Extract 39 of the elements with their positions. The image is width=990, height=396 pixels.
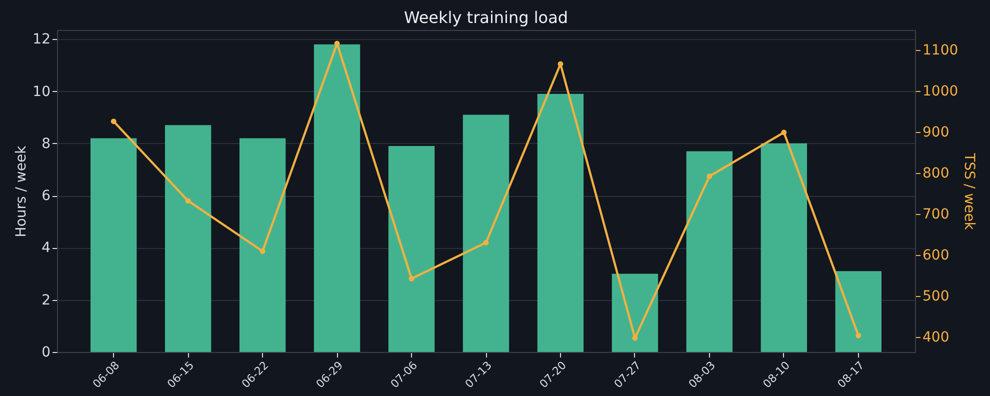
point bbox=[110, 118, 116, 124]
y-tick-label: 2 bbox=[42, 292, 50, 308]
y-tick-label: 0 bbox=[42, 344, 50, 360]
bar bbox=[760, 143, 808, 352]
y2-tick-label: 500 bbox=[922, 288, 950, 304]
bar bbox=[537, 94, 584, 352]
y2-tick-label: 700 bbox=[922, 206, 950, 222]
bar bbox=[462, 114, 510, 352]
y2-tick-label: 600 bbox=[922, 247, 950, 264]
point bbox=[856, 332, 862, 338]
bar bbox=[388, 146, 435, 352]
y2-tick-label: 800 bbox=[922, 165, 950, 182]
chart-title: Weekly training load bbox=[404, 8, 568, 27]
y2-tick-label: 1000 bbox=[922, 84, 958, 100]
point bbox=[483, 240, 489, 246]
point bbox=[781, 130, 787, 136]
bar bbox=[314, 44, 360, 352]
y2-axis-title: TSS / week bbox=[961, 152, 978, 231]
bar bbox=[612, 274, 658, 352]
y2-tick-label: 900 bbox=[922, 124, 950, 141]
y2-tick-label: 400 bbox=[922, 329, 950, 346]
bar bbox=[164, 125, 212, 352]
bar bbox=[239, 138, 286, 352]
point bbox=[260, 248, 266, 254]
point bbox=[558, 61, 564, 67]
bar bbox=[90, 138, 137, 352]
point bbox=[334, 40, 340, 46]
y-tick-label: 12 bbox=[32, 32, 50, 48]
bar bbox=[686, 151, 733, 352]
y-tick-label: 10 bbox=[32, 84, 50, 100]
y-tick-label: 8 bbox=[42, 136, 50, 152]
y-axis-title: Hours / week bbox=[14, 144, 30, 238]
y2-tick-label: 1100 bbox=[922, 42, 958, 59]
bar bbox=[835, 271, 882, 352]
y-tick-label: 6 bbox=[42, 188, 51, 204]
point bbox=[706, 174, 712, 179]
y-tick-label: 4 bbox=[42, 240, 51, 256]
point bbox=[185, 198, 191, 204]
point bbox=[408, 276, 414, 282]
